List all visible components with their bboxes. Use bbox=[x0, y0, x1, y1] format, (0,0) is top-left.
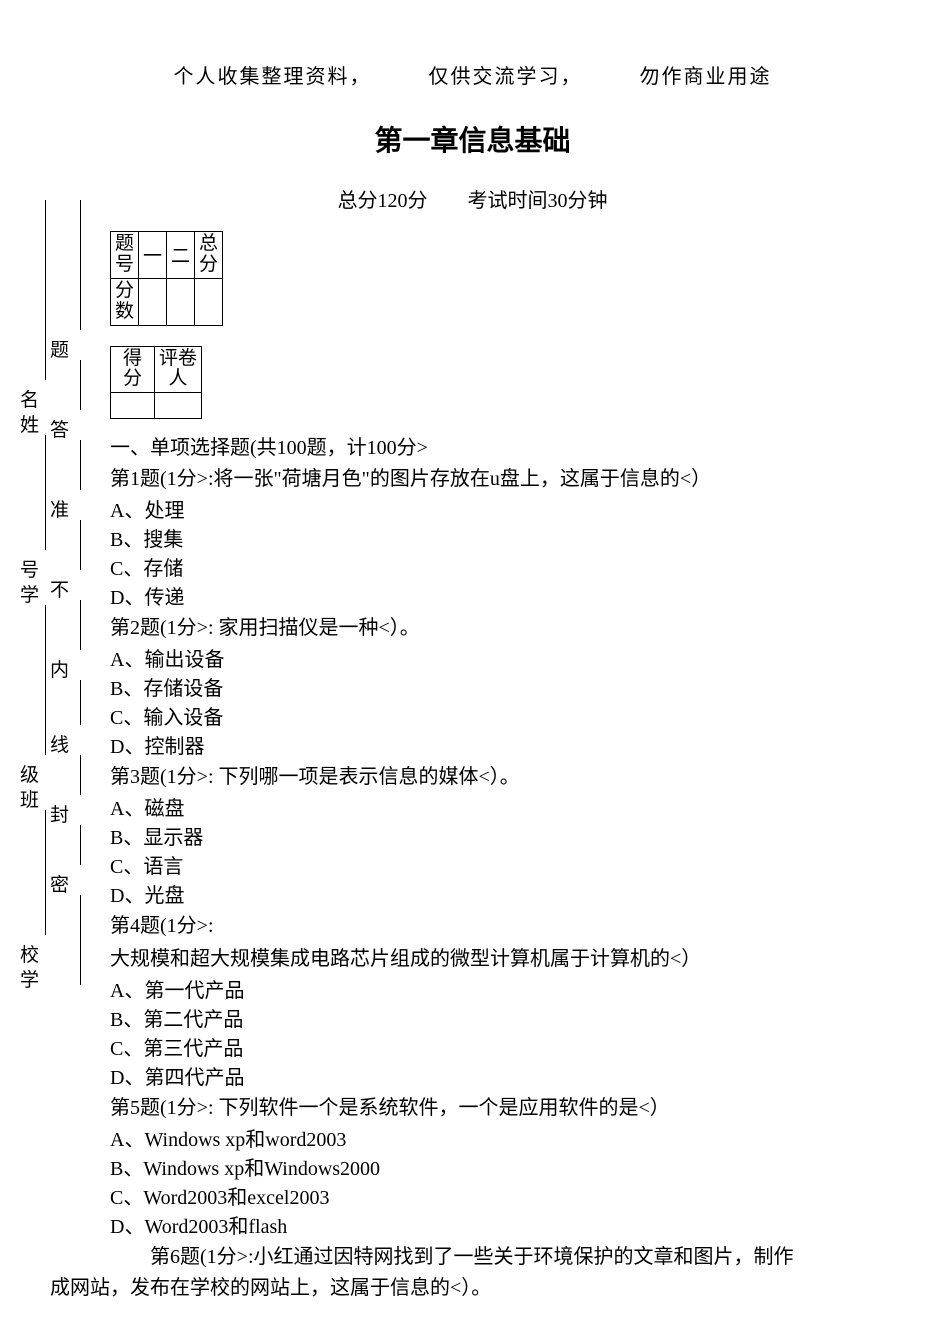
grader-table: 得分 评卷人 bbox=[110, 346, 202, 420]
left-margin-annotations: 名 姓 号 学 级 班 校 学 题 答 准 不 内 线 封 密 bbox=[20, 220, 110, 1120]
vline-8 bbox=[80, 825, 81, 865]
score-table-col2: 二 bbox=[167, 232, 195, 279]
score-table-header-num: 题号 bbox=[111, 232, 139, 279]
margin-bu: 不 bbox=[50, 575, 69, 602]
grader-score-cell bbox=[111, 393, 155, 419]
question-6-line1: 第6题(1分>:小红通过因特网找到了一些关于环境保护的文章和图片，制作 bbox=[110, 1242, 895, 1273]
score-cell-total bbox=[195, 278, 223, 325]
q4-option-c: C、第三代产品 bbox=[110, 1035, 895, 1064]
margin-ming: 名 bbox=[20, 385, 39, 412]
total-score: 总分120分 bbox=[338, 190, 428, 212]
score-cell-1 bbox=[139, 278, 167, 325]
q2-option-d: D、控制器 bbox=[110, 733, 895, 762]
chapter-title: 第一章信息基础 bbox=[50, 119, 895, 159]
exam-info: 总分120分 考试时间30分钟 bbox=[50, 184, 895, 213]
q2-option-c: C、输入设备 bbox=[110, 704, 895, 733]
score-table-total: 总分 bbox=[195, 232, 223, 279]
question-2: 第2题(1分>: 家用扫描仪是一种<）。 bbox=[110, 613, 895, 644]
question-4-line1: 第4题(1分>: bbox=[110, 911, 895, 942]
question-4-line2: 大规模和超大规模集成电路芯片组成的微型计算机属于计算机的<） bbox=[110, 944, 895, 975]
q1-option-b: B、搜集 bbox=[110, 526, 895, 555]
margin-xue2: 学 bbox=[20, 965, 39, 992]
section-title: 一、单项选择题(共100题，计100分> bbox=[110, 431, 895, 460]
margin-xing: 姓 bbox=[20, 410, 39, 437]
margin-ti: 题 bbox=[50, 335, 69, 362]
vline-3 bbox=[80, 440, 81, 490]
header-part2: 仅供交流学习， bbox=[429, 66, 583, 88]
q3-option-b: B、显示器 bbox=[110, 824, 895, 853]
vline-o1 bbox=[45, 200, 46, 380]
vline-4 bbox=[80, 520, 81, 570]
margin-nei: 内 bbox=[50, 655, 69, 682]
q4-option-d: D、第四代产品 bbox=[110, 1064, 895, 1093]
question-3: 第3题(1分>: 下列哪一项是表示信息的媒体<）。 bbox=[110, 762, 895, 793]
q1-option-c: C、存储 bbox=[110, 555, 895, 584]
margin-da: 答 bbox=[50, 415, 69, 442]
q3-option-d: D、光盘 bbox=[110, 882, 895, 911]
header-part1: 个人收集整理资料， bbox=[174, 66, 372, 88]
q3-option-a: A、磁盘 bbox=[110, 795, 895, 824]
margin-ban: 班 bbox=[20, 785, 39, 812]
question-1: 第1题(1分>:将一张"荷塘月色"的图片存放在u盘上，这属于信息的<） bbox=[110, 464, 895, 495]
vline-1 bbox=[80, 200, 81, 330]
margin-xiao: 校 bbox=[20, 940, 39, 967]
question-6-line2: 成网站，发布在学校的网站上，这属于信息的<）。 bbox=[50, 1273, 895, 1304]
question-5: 第5题(1分>: 下列软件一个是系统软件，一个是应用软件的是<） bbox=[110, 1093, 895, 1124]
vline-6 bbox=[80, 680, 81, 725]
q2-option-b: B、存储设备 bbox=[110, 675, 895, 704]
q5-option-c: C、Word2003和excel2003 bbox=[110, 1184, 895, 1213]
content-area: 题号 一 二 总分 分数 得分 评卷人 一、单项选择题(共100题，计100分>… bbox=[110, 231, 895, 1304]
q5-option-a: A、Windows xp和word2003 bbox=[110, 1126, 895, 1155]
vline-9 bbox=[80, 895, 81, 985]
q3-option-c: C、语言 bbox=[110, 853, 895, 882]
header-part3: 勿作商业用途 bbox=[640, 66, 772, 88]
q1-option-a: A、处理 bbox=[110, 497, 895, 526]
header-note: 个人收集整理资料， 仅供交流学习， 勿作商业用途 bbox=[50, 60, 895, 89]
vline-o4 bbox=[45, 810, 46, 935]
vline-5 bbox=[80, 600, 81, 650]
vline-o3 bbox=[45, 605, 46, 755]
q1-option-d: D、传递 bbox=[110, 584, 895, 613]
q5-option-b: B、Windows xp和Windows2000 bbox=[110, 1155, 895, 1184]
vline-2 bbox=[80, 360, 81, 410]
grader-score-label: 得分 bbox=[111, 346, 155, 393]
q4-option-b: B、第二代产品 bbox=[110, 1006, 895, 1035]
margin-xue: 学 bbox=[20, 580, 39, 607]
vline-o2 bbox=[45, 435, 46, 550]
score-table: 题号 一 二 总分 分数 bbox=[110, 231, 223, 326]
score-table-col1: 一 bbox=[139, 232, 167, 279]
margin-feng: 封 bbox=[50, 800, 69, 827]
exam-time: 考试时间30分钟 bbox=[468, 190, 608, 212]
q2-option-a: A、输出设备 bbox=[110, 646, 895, 675]
vline-7 bbox=[80, 755, 81, 795]
margin-zhun: 准 bbox=[50, 495, 69, 522]
margin-xian: 线 bbox=[50, 730, 69, 757]
score-cell-2 bbox=[167, 278, 195, 325]
q4-option-a: A、第一代产品 bbox=[110, 977, 895, 1006]
margin-ji: 级 bbox=[20, 760, 39, 787]
q5-option-d: D、Word2003和flash bbox=[110, 1213, 895, 1242]
score-table-score-label: 分数 bbox=[111, 278, 139, 325]
grader-person-cell bbox=[155, 393, 202, 419]
margin-mi: 密 bbox=[50, 870, 69, 897]
grader-person-label: 评卷人 bbox=[155, 346, 202, 393]
margin-hao: 号 bbox=[20, 555, 39, 582]
